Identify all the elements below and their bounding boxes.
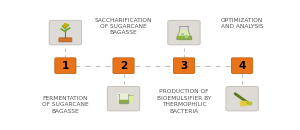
Text: FERMENTATION
OF SUGARCANE
BAGASSE: FERMENTATION OF SUGARCANE BAGASSE — [42, 96, 89, 114]
Text: SACCHARIFICATION
OF SUGARCANE
BAGASSE: SACCHARIFICATION OF SUGARCANE BAGASSE — [95, 18, 152, 35]
Text: 4: 4 — [238, 61, 246, 71]
Text: OPTIMIZATION
AND ANALYSIS: OPTIMIZATION AND ANALYSIS — [221, 18, 263, 29]
Polygon shape — [176, 31, 191, 39]
Polygon shape — [118, 94, 130, 103]
FancyBboxPatch shape — [49, 20, 82, 45]
Polygon shape — [128, 95, 133, 102]
Polygon shape — [118, 100, 128, 103]
Text: 2: 2 — [120, 61, 127, 71]
FancyBboxPatch shape — [113, 58, 134, 73]
FancyBboxPatch shape — [59, 38, 72, 42]
FancyBboxPatch shape — [173, 58, 195, 73]
FancyBboxPatch shape — [226, 86, 258, 111]
Text: 3: 3 — [180, 61, 188, 71]
FancyBboxPatch shape — [168, 20, 200, 45]
FancyBboxPatch shape — [107, 86, 140, 111]
FancyBboxPatch shape — [232, 58, 253, 73]
Text: PRODUCTION OF
BIOEMULSIFIER BY
THERMOPHILIC
BACTERIA: PRODUCTION OF BIOEMULSIFIER BY THERMOPHI… — [157, 89, 211, 114]
Polygon shape — [176, 36, 191, 39]
Text: 1: 1 — [62, 61, 69, 71]
Polygon shape — [240, 101, 246, 105]
FancyBboxPatch shape — [55, 58, 76, 73]
